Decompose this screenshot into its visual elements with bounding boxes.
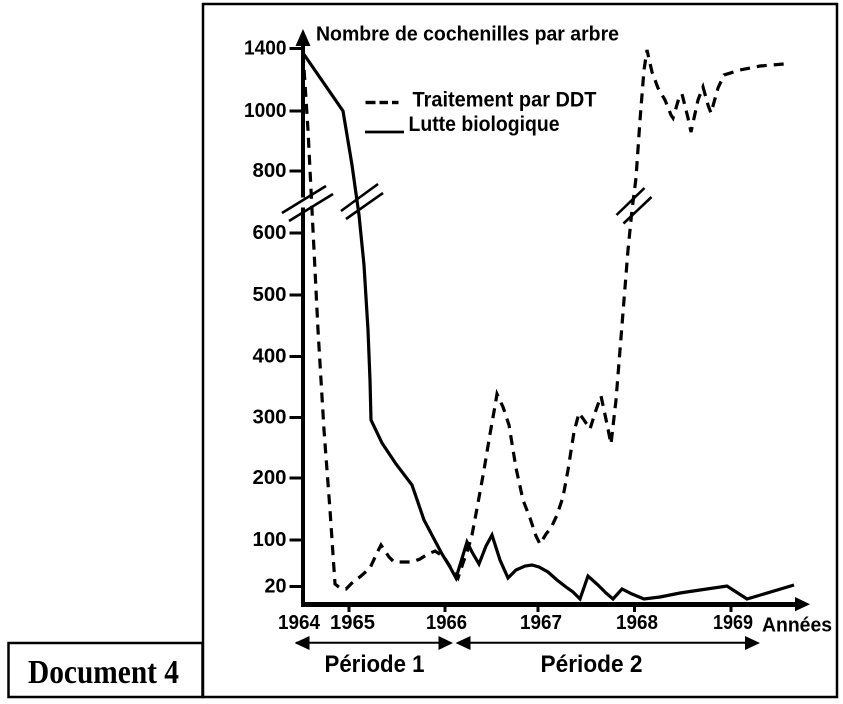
svg-text:500: 500 — [253, 284, 287, 306]
svg-text:Document 4: Document 4 — [28, 654, 179, 691]
svg-text:100: 100 — [253, 529, 287, 551]
svg-text:Période 2: Période 2 — [541, 651, 643, 678]
svg-text:Nombre de cochenilles par arbr: Nombre de cochenilles par arbre — [316, 24, 619, 46]
svg-text:1967: 1967 — [520, 612, 562, 634]
svg-text:1400: 1400 — [244, 38, 287, 60]
svg-text:1964: 1964 — [278, 612, 321, 634]
svg-text:600: 600 — [253, 222, 287, 244]
svg-text:200: 200 — [253, 467, 287, 489]
svg-text:1965: 1965 — [330, 612, 375, 634]
svg-text:Période 1: Période 1 — [325, 651, 425, 678]
svg-text:Années: Années — [762, 615, 832, 637]
svg-text:800: 800 — [253, 160, 287, 182]
svg-text:1969: 1969 — [713, 612, 753, 634]
svg-text:Traitement par DDT: Traitement par DDT — [413, 88, 597, 112]
svg-text:300: 300 — [253, 407, 287, 429]
svg-text:1000: 1000 — [244, 100, 287, 122]
svg-text:1968: 1968 — [616, 612, 658, 634]
svg-text:20: 20 — [265, 576, 287, 598]
svg-text:Lutte biologique: Lutte biologique — [409, 112, 560, 136]
svg-text:1966: 1966 — [426, 612, 467, 634]
svg-text:400: 400 — [253, 346, 287, 368]
